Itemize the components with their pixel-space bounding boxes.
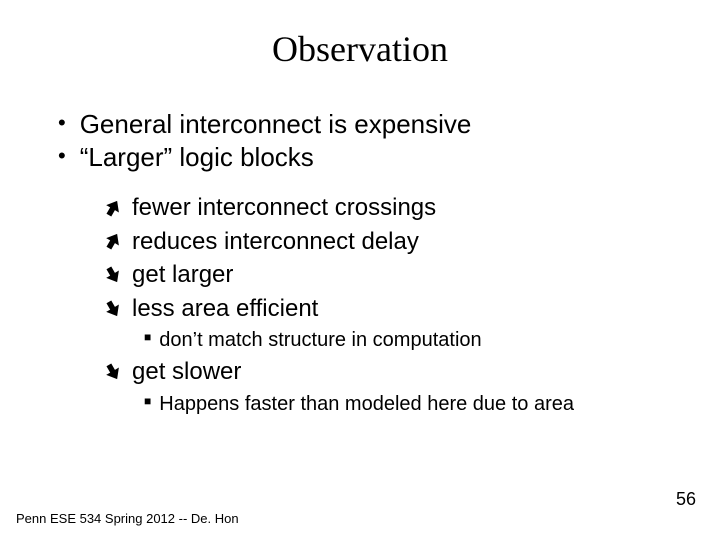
arrow-down-icon: [100, 296, 126, 322]
arrow-up-icon: [100, 228, 126, 254]
bullet-level1: • “Larger” logic blocks: [58, 141, 680, 174]
bullet-level2: reduces interconnect delay: [100, 225, 680, 259]
bullet-level3: ■ Happens faster than modeled here due t…: [144, 389, 680, 419]
bullet-text: fewer interconnect crossings: [132, 191, 436, 225]
bullet-text: don’t match structure in computation: [159, 325, 481, 355]
bullet-text: Happens faster than modeled here due to …: [159, 389, 574, 419]
bullet-level2: get slower: [100, 355, 680, 389]
page-number: 56: [676, 489, 696, 510]
bullet-text: reduces interconnect delay: [132, 225, 419, 259]
bullet-text: “Larger” logic blocks: [80, 141, 314, 174]
bullet-level2: fewer interconnect crossings: [100, 191, 680, 225]
bullet-level2: get larger: [100, 258, 680, 292]
square-bullet-icon: ■: [144, 389, 151, 414]
bullet-text: get slower: [132, 355, 241, 389]
arrow-down-icon: [100, 262, 126, 288]
arrow-down-icon: [100, 359, 126, 385]
slide: Observation • General interconnect is ex…: [0, 0, 720, 540]
bullet-level2: less area efficient: [100, 292, 680, 326]
slide-title: Observation: [40, 28, 680, 70]
arrow-up-icon: [100, 195, 126, 221]
footer-text: Penn ESE 534 Spring 2012 -- De. Hon: [16, 511, 239, 526]
bullet-level3: ■ don’t match structure in computation: [144, 325, 680, 355]
square-bullet-icon: ■: [144, 325, 151, 350]
bullet-dot-icon: •: [58, 141, 66, 171]
bullet-dot-icon: •: [58, 108, 66, 138]
bullet-level1: • General interconnect is expensive: [58, 108, 680, 141]
bullet-text: less area efficient: [132, 292, 318, 326]
bullet-text: get larger: [132, 258, 233, 292]
bullet-text: General interconnect is expensive: [80, 108, 472, 141]
